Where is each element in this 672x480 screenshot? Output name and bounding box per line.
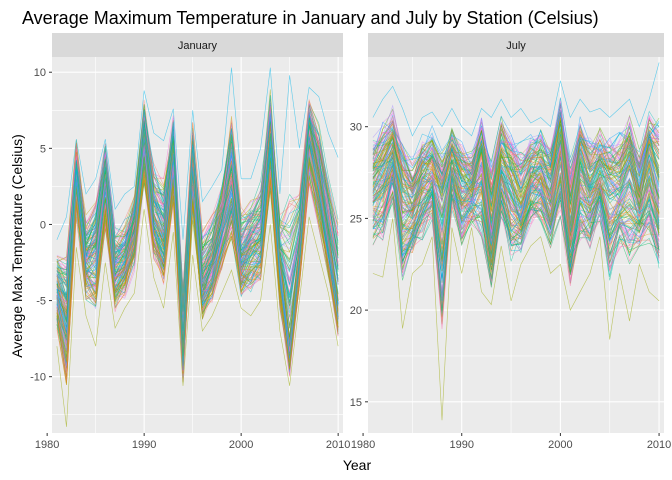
- station-line: [56, 158, 339, 368]
- panel-january: January -10 -5 0 5 10 1980 1990 2000 2010: [30, 33, 350, 451]
- station-line: [372, 120, 660, 197]
- station-line: [56, 125, 339, 367]
- station-line: [372, 168, 660, 264]
- x-axis-january: 1980 1990 2000 2010: [35, 433, 350, 451]
- station-line: [372, 161, 660, 271]
- y-axis-title: Average Max Temperature (Celsius): [9, 134, 25, 358]
- x-tick-label: 1990: [132, 439, 156, 451]
- chart-title: Average Maximum Temperature in January a…: [22, 8, 599, 28]
- station-line: [372, 127, 660, 249]
- station-line: [372, 177, 660, 301]
- station-line: [372, 149, 660, 250]
- station-line-extreme-low: [56, 209, 339, 427]
- station-line: [372, 157, 660, 266]
- station-line: [372, 97, 660, 180]
- station-line-extreme-high: [56, 67, 339, 240]
- x-axis-title: Year: [343, 457, 372, 473]
- x-tick-label: 2010: [326, 439, 350, 451]
- station-line: [372, 109, 660, 180]
- station-line: [56, 136, 339, 370]
- y-tick-label: 10: [34, 67, 46, 79]
- x-tick-label: 2000: [229, 439, 253, 451]
- y-tick-label: 20: [350, 305, 362, 317]
- series-lines-january: [56, 67, 339, 427]
- station-line: [372, 169, 660, 298]
- station-line: [372, 118, 660, 218]
- station-line: [372, 191, 660, 320]
- y-tick-label: 15: [350, 397, 362, 409]
- series-lines-july: [372, 62, 660, 421]
- y-tick-label: 25: [350, 213, 362, 225]
- y-tick-label: 0: [40, 219, 46, 231]
- strip-label-july: July: [506, 40, 526, 52]
- y-tick-label: -10: [30, 372, 46, 384]
- y-axis-january: -10 -5 0 5 10: [30, 67, 52, 384]
- station-line: [56, 106, 339, 290]
- x-tick-label: 1980: [351, 439, 375, 451]
- station-line: [372, 186, 660, 317]
- station-line: [372, 120, 660, 205]
- station-line: [372, 118, 660, 212]
- station-line-extreme-high: [372, 62, 660, 137]
- x-tick-label: 2010: [647, 439, 671, 451]
- station-line: [56, 171, 339, 386]
- station-line: [372, 97, 660, 173]
- strip-label-january: January: [178, 40, 218, 52]
- x-tick-label: 1990: [449, 439, 473, 451]
- station-line: [372, 147, 660, 241]
- station-line-extreme-low: [372, 218, 660, 421]
- y-tick-label: 5: [40, 143, 46, 155]
- station-line: [372, 163, 660, 269]
- station-line: [372, 114, 660, 169]
- x-tick-label: 2000: [548, 439, 572, 451]
- station-line: [372, 111, 660, 202]
- station-line: [56, 123, 339, 356]
- station-line: [372, 111, 660, 218]
- panel-july: July 15 20 25 30 1980 1990 2000 2010: [350, 33, 671, 451]
- x-tick-label: 1980: [35, 439, 59, 451]
- strip-july: [368, 33, 664, 57]
- y-axis-july: 15 20 25 30: [350, 122, 368, 409]
- strip-january: [52, 33, 343, 57]
- x-axis-july: 1980 1990 2000 2010: [351, 433, 671, 451]
- station-line: [372, 164, 660, 265]
- station-line: [372, 117, 660, 225]
- station-line: [372, 112, 660, 197]
- station-line: [372, 144, 660, 233]
- station-line: [372, 139, 660, 254]
- y-tick-label: -5: [36, 296, 46, 308]
- station-line: [56, 95, 339, 294]
- station-line: [372, 109, 660, 189]
- y-tick-label: 30: [350, 122, 362, 134]
